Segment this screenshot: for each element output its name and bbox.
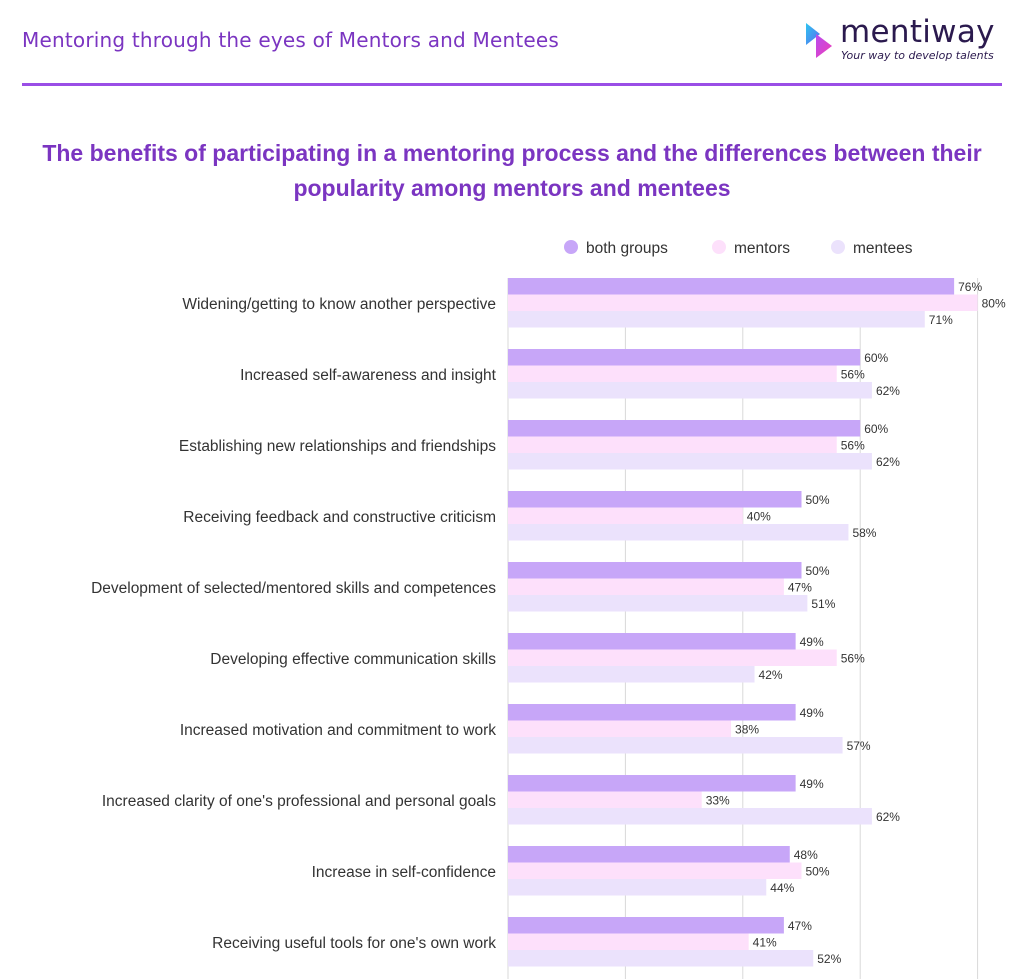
legend-marker (712, 240, 726, 254)
legend-label: mentors (734, 240, 790, 257)
bar (508, 737, 843, 754)
mentiway-logo-icon (806, 23, 832, 58)
bar (508, 775, 796, 792)
category-label: Increased motivation and commitment to w… (180, 722, 496, 739)
bar (508, 278, 955, 295)
bar (508, 294, 978, 311)
data-label: 56% (841, 438, 865, 452)
data-label: 76% (958, 280, 982, 294)
bar-chart: both groups mentors mentees 76%80% 71% Wideni… (91, 240, 1006, 979)
data-label: 40% (747, 509, 771, 523)
bar (508, 436, 837, 453)
bar (508, 633, 796, 650)
legend-label: mentees (853, 240, 913, 257)
data-label: 49% (800, 706, 824, 720)
bar (508, 649, 837, 666)
data-label: 62% (876, 810, 900, 824)
bar (508, 420, 861, 437)
bar (508, 365, 837, 382)
data-label: 33% (706, 793, 730, 807)
data-label: 71% (929, 313, 953, 327)
bar (508, 578, 784, 595)
bar (508, 524, 849, 541)
bar (508, 862, 802, 879)
category-label: Increase in self-confidence (312, 864, 496, 881)
legend-marker (831, 240, 845, 254)
data-label: 49% (800, 777, 824, 791)
data-label: 50% (806, 564, 830, 578)
bar (508, 720, 732, 737)
chart-title: The benefits of participating in a mento… (42, 140, 982, 201)
bar (508, 349, 861, 366)
bar (508, 950, 814, 967)
data-label: 58% (852, 526, 876, 540)
category-label: Development of selected/mentored skills … (91, 580, 496, 597)
bar (508, 791, 702, 808)
data-label: 38% (735, 722, 759, 736)
data-label: 44% (770, 881, 794, 895)
legend-marker (564, 240, 578, 254)
data-label: 48% (794, 848, 818, 862)
bar (508, 382, 872, 399)
category-label: Receiving feedback and constructive crit… (183, 509, 496, 526)
category-label: Developing effective communication skill… (210, 651, 496, 668)
category-label: Increased self-awareness and insight (240, 367, 497, 384)
bar (508, 917, 784, 934)
data-label: 56% (841, 367, 865, 381)
data-label: 50% (806, 493, 830, 507)
bar (508, 562, 802, 579)
data-label: 56% (841, 651, 865, 665)
bar (508, 933, 749, 950)
data-label: 47% (788, 919, 812, 933)
category-label: Increased clarity of one's professional … (102, 793, 496, 810)
header-title: Mentoring through the eyes of Mentors an… (22, 28, 560, 52)
data-label: 62% (876, 384, 900, 398)
bar (508, 491, 802, 508)
header-divider (22, 83, 1002, 86)
data-label: 60% (864, 422, 888, 436)
data-label: 57% (847, 739, 871, 753)
mentiway-logo: mentiway Your way to develop talents (800, 14, 1000, 64)
data-label: 50% (806, 864, 830, 878)
data-label: 41% (753, 935, 777, 949)
bar (508, 846, 790, 863)
bar (508, 666, 755, 683)
data-label: 62% (876, 455, 900, 469)
data-label: 80% (982, 296, 1006, 310)
data-label: 47% (788, 580, 812, 594)
data-label: 52% (817, 952, 841, 966)
category-label: Receiving useful tools for one's own wor… (212, 935, 496, 952)
bar (508, 879, 767, 896)
bar (508, 507, 743, 524)
data-label: 51% (811, 597, 835, 611)
bar (508, 808, 872, 825)
logo-tagline: Your way to develop talents (841, 49, 994, 62)
data-label: 49% (800, 635, 824, 649)
logo-name: mentiway (840, 14, 995, 50)
data-label: 60% (864, 351, 888, 365)
legend-label: both groups (586, 240, 668, 257)
category-label: Establishing new relationships and frien… (179, 438, 496, 455)
bar (508, 595, 808, 612)
bar (508, 311, 925, 328)
bar (508, 704, 796, 721)
data-label: 42% (759, 668, 783, 682)
category-label: Widening/getting to know another perspec… (182, 296, 496, 313)
bar (508, 453, 872, 470)
